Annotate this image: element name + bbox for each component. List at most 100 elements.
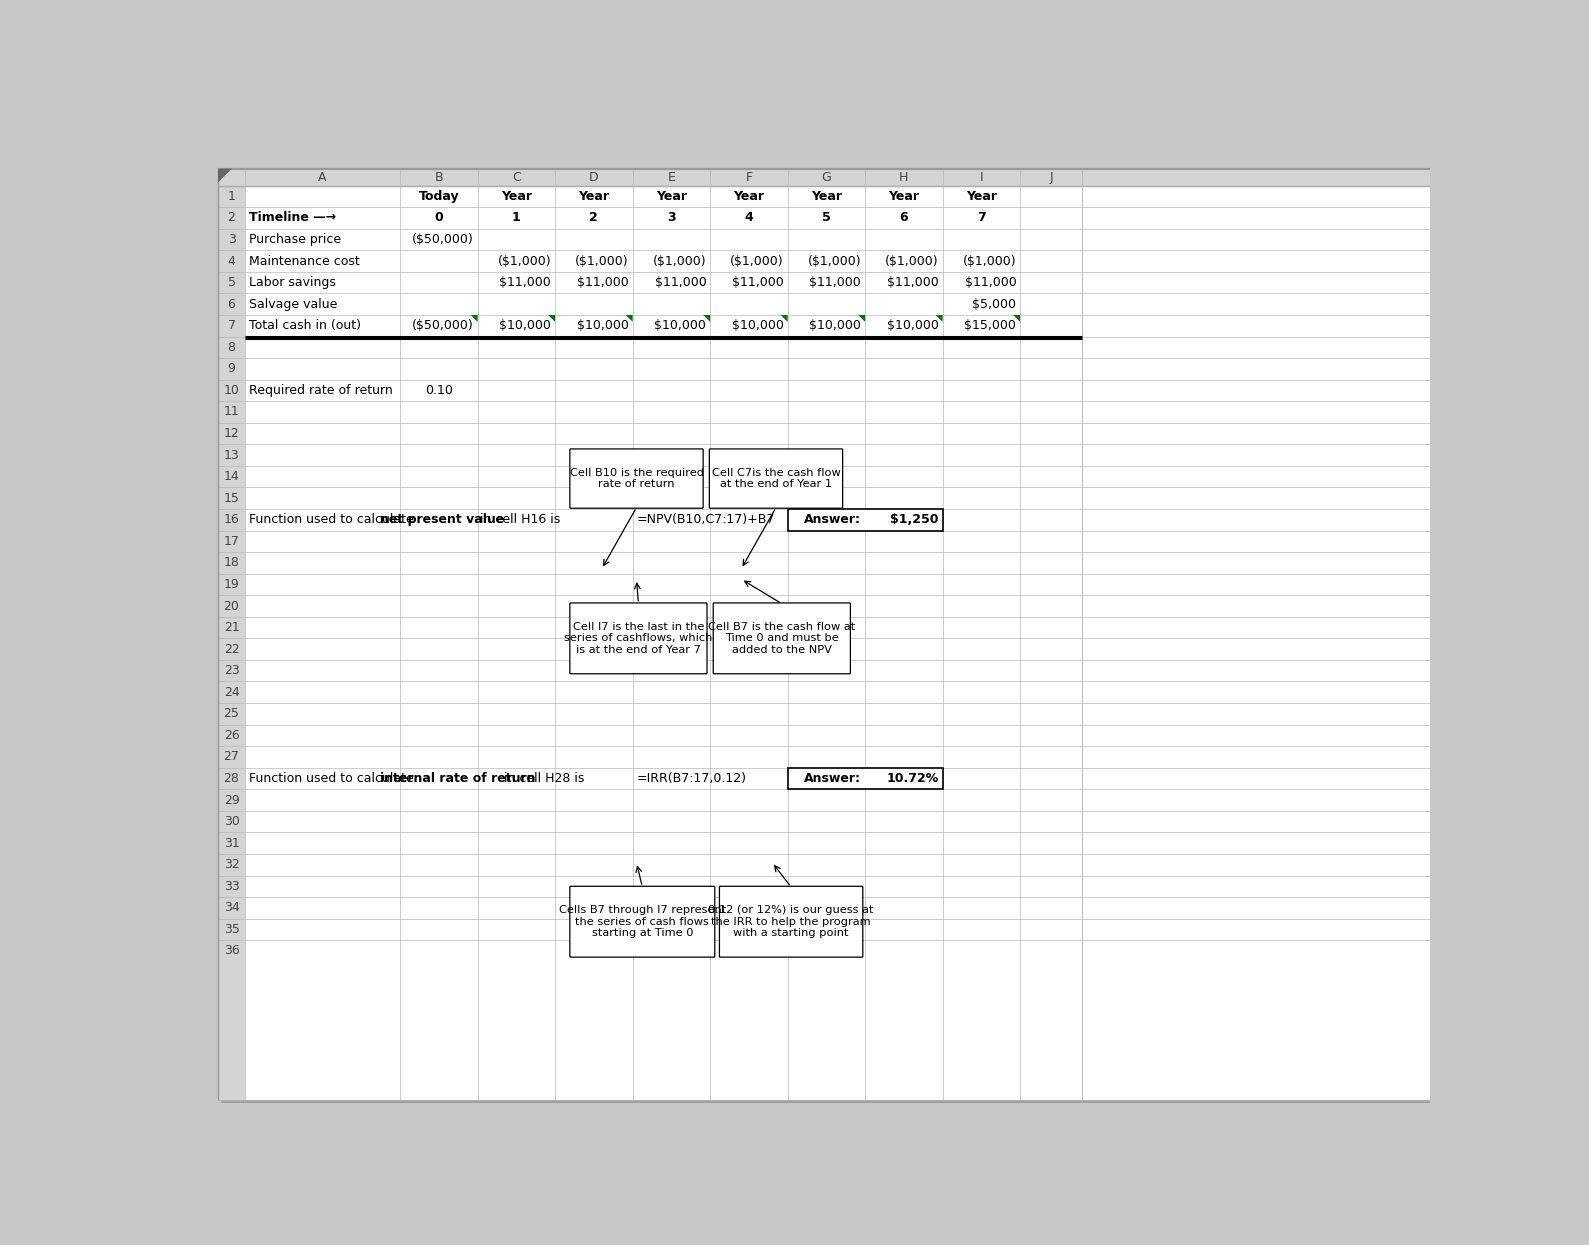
- Text: Year: Year: [656, 190, 686, 203]
- Text: 7: 7: [977, 212, 985, 224]
- Text: $10,000: $10,000: [733, 319, 783, 332]
- Polygon shape: [218, 168, 232, 183]
- Bar: [218, 168, 245, 1101]
- Text: $1,250: $1,250: [890, 513, 939, 527]
- Text: Year: Year: [734, 190, 764, 203]
- Text: $15,000: $15,000: [965, 319, 1017, 332]
- Text: 5: 5: [822, 212, 831, 224]
- Text: 26: 26: [224, 728, 240, 742]
- FancyBboxPatch shape: [709, 449, 842, 508]
- Text: 5: 5: [227, 276, 235, 289]
- Text: Maintenance cost: Maintenance cost: [249, 254, 359, 268]
- Text: 0.12 (or 12%) is our guess at
the IRR to help the program
with a starting point: 0.12 (or 12%) is our guess at the IRR to…: [709, 905, 874, 939]
- Bar: [218, 168, 1430, 186]
- Text: Year: Year: [578, 190, 609, 203]
- Text: $11,000: $11,000: [733, 276, 783, 289]
- Text: 36: 36: [224, 945, 240, 957]
- Text: $11,000: $11,000: [809, 276, 861, 289]
- Polygon shape: [704, 315, 710, 322]
- Text: 8: 8: [227, 341, 235, 354]
- Text: 11: 11: [224, 406, 240, 418]
- Text: 4: 4: [227, 254, 235, 268]
- Text: Year: Year: [966, 190, 996, 203]
- Text: ($1,000): ($1,000): [963, 254, 1017, 268]
- Text: 27: 27: [224, 751, 240, 763]
- Text: I: I: [979, 171, 984, 183]
- FancyBboxPatch shape: [570, 886, 715, 957]
- Polygon shape: [626, 315, 632, 322]
- FancyBboxPatch shape: [570, 603, 707, 674]
- Text: Year: Year: [810, 190, 842, 203]
- Text: 10.72%: 10.72%: [887, 772, 939, 786]
- Text: $10,000: $10,000: [809, 319, 861, 332]
- Text: 14: 14: [224, 471, 240, 483]
- Text: 0: 0: [434, 212, 443, 224]
- Text: ($1,000): ($1,000): [575, 254, 629, 268]
- FancyBboxPatch shape: [713, 603, 850, 674]
- Text: in cell H16 is: in cell H16 is: [477, 513, 561, 527]
- Text: Required rate of return: Required rate of return: [249, 383, 392, 397]
- Text: net present value: net present value: [380, 513, 504, 527]
- Text: Cells B7 through I7 represent
the series of cash flows
starting at Time 0: Cells B7 through I7 represent the series…: [559, 905, 726, 939]
- Text: 6: 6: [227, 298, 235, 311]
- Text: $10,000: $10,000: [499, 319, 551, 332]
- Text: internal rate of return: internal rate of return: [380, 772, 535, 786]
- Text: 21: 21: [224, 621, 240, 634]
- Text: 3: 3: [667, 212, 675, 224]
- FancyBboxPatch shape: [788, 768, 942, 789]
- Text: 29: 29: [224, 793, 240, 807]
- Text: Function used to calculate: Function used to calculate: [249, 772, 418, 786]
- Text: 7: 7: [227, 319, 235, 332]
- Polygon shape: [936, 315, 942, 322]
- Text: $11,000: $11,000: [577, 276, 629, 289]
- Text: H: H: [899, 171, 909, 183]
- Text: 1: 1: [227, 190, 235, 203]
- Text: Labor savings: Labor savings: [249, 276, 335, 289]
- Text: A: A: [318, 171, 327, 183]
- Text: 10: 10: [224, 383, 240, 397]
- Text: 4: 4: [745, 212, 753, 224]
- Text: 1: 1: [512, 212, 521, 224]
- Text: ($1,000): ($1,000): [653, 254, 706, 268]
- Text: C: C: [512, 171, 521, 183]
- Text: 18: 18: [224, 557, 240, 569]
- FancyBboxPatch shape: [788, 509, 942, 530]
- Text: B: B: [434, 171, 443, 183]
- Text: F: F: [745, 171, 753, 183]
- Text: G: G: [822, 171, 831, 183]
- Text: in cell H28 is: in cell H28 is: [501, 772, 585, 786]
- Text: Cell I7 is the last in the
series of cashflows, which
is at the end of Year 7: Cell I7 is the last in the series of cas…: [564, 621, 712, 655]
- Text: Purchase price: Purchase price: [249, 233, 342, 247]
- Text: E: E: [667, 171, 675, 183]
- Text: 6: 6: [899, 212, 909, 224]
- Text: 0.10: 0.10: [424, 383, 453, 397]
- Text: $10,000: $10,000: [655, 319, 706, 332]
- Text: $5,000: $5,000: [972, 298, 1017, 311]
- Text: Cell B10 is the required
rate of return: Cell B10 is the required rate of return: [569, 468, 704, 489]
- Text: 2: 2: [227, 212, 235, 224]
- Text: 23: 23: [224, 664, 240, 677]
- Polygon shape: [548, 315, 555, 322]
- Text: =NPV(B10,C7:17)+B7: =NPV(B10,C7:17)+B7: [637, 513, 775, 527]
- Text: J: J: [1049, 171, 1054, 183]
- Text: 33: 33: [224, 880, 240, 893]
- Text: D: D: [590, 171, 599, 183]
- Text: ($1,000): ($1,000): [729, 254, 783, 268]
- Polygon shape: [470, 315, 478, 322]
- Text: $11,000: $11,000: [499, 276, 551, 289]
- Text: 22: 22: [224, 642, 240, 656]
- Text: Answer:: Answer:: [804, 772, 861, 786]
- Text: ($1,000): ($1,000): [885, 254, 939, 268]
- Text: 24: 24: [224, 686, 240, 698]
- Text: 15: 15: [224, 492, 240, 504]
- Text: $10,000: $10,000: [887, 319, 939, 332]
- Polygon shape: [780, 315, 788, 322]
- Text: 30: 30: [224, 815, 240, 828]
- Text: $11,000: $11,000: [965, 276, 1017, 289]
- Text: 13: 13: [224, 448, 240, 462]
- Text: Cell C7is the cash flow
at the end of Year 1: Cell C7is the cash flow at the end of Ye…: [712, 468, 841, 489]
- Text: Year: Year: [888, 190, 920, 203]
- Text: 20: 20: [224, 600, 240, 613]
- Text: 12: 12: [224, 427, 240, 439]
- Text: Today: Today: [418, 190, 459, 203]
